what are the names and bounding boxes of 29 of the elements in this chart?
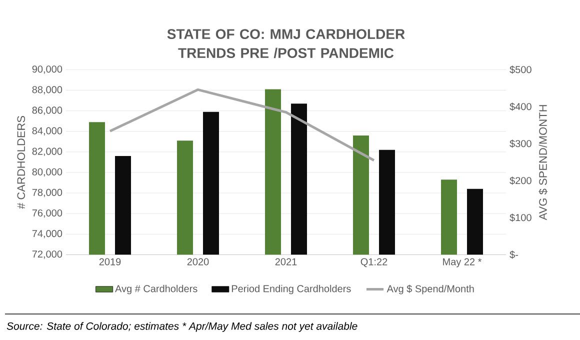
x-tick-label: May 22 * <box>443 258 482 268</box>
x-tick-label: 2019 <box>99 258 121 266</box>
chart-title: STATE OF CO: MMJ CARDHOLDER TRENDS PRE /POST PANDEMIC <box>167 29 405 58</box>
x-tick-label: 2020 <box>187 258 209 266</box>
y2-tick-label: $100 <box>510 214 532 222</box>
y-tick-label: 90,000 <box>32 66 62 74</box>
x-tick-label: 2021 <box>275 258 297 266</box>
y-tick-label: 78,000 <box>32 188 62 198</box>
y-tick-label: 82,000 <box>32 148 62 156</box>
y2-tick-label: $200 <box>510 176 532 185</box>
y2-tick-label: $500 <box>510 66 532 74</box>
legend-label: Avg # Cardholders <box>115 284 198 294</box>
y2-tick-label: $300 <box>510 140 532 148</box>
y-tick-label: 86,000 <box>32 106 62 115</box>
legend-label: Period Ending Cardholders <box>232 284 351 294</box>
y-tick-label: 80,000 <box>32 168 62 177</box>
line-series <box>108 88 376 162</box>
y2-tick-label: $400 <box>510 102 532 111</box>
y2-axis-title: AVG $ SPEND/MONTH <box>538 105 548 220</box>
y-tick-label: 88,000 <box>32 86 62 94</box>
y2-tick-label: $- <box>510 250 518 259</box>
source-note: Source: State of Colorado; estimates * Apr/May Med sales not yet available <box>6 322 358 332</box>
y-axis-title: # CARDHOLDERS <box>17 116 26 209</box>
x-tick-label: Q1:22 <box>360 258 388 268</box>
legend-label: Avg $ Spend/Month <box>386 284 474 294</box>
y-tick-label: 72,000 <box>32 250 62 259</box>
y-tick-label: 74,000 <box>32 230 62 238</box>
y-tick-label: 76,000 <box>32 209 62 218</box>
y-tick-label: 84,000 <box>32 127 62 136</box>
